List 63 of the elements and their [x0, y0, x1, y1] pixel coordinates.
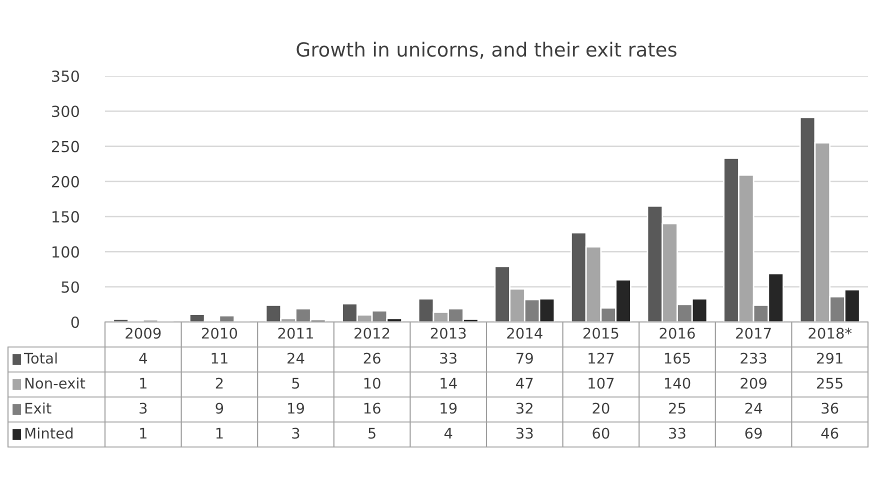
y-tick-label: 350: [52, 70, 79, 82]
data-label: 107: [588, 378, 614, 389]
x-tick-label: 2016: [660, 328, 695, 339]
data-label: 209: [740, 378, 766, 389]
legend-label: Minted: [25, 427, 73, 439]
data-label: 47: [516, 378, 533, 389]
data-label: 33: [669, 428, 686, 439]
y-tick-label: 150: [52, 211, 79, 223]
x-tick-label: 2014: [507, 328, 542, 339]
x-tick-label: 2018*: [808, 328, 852, 339]
legend-label: Total: [24, 352, 57, 364]
data-label: 3: [292, 428, 300, 439]
data-label: 16: [364, 402, 380, 414]
data-label: 20: [592, 402, 610, 414]
data-label: 14: [440, 378, 457, 389]
data-label: 9: [216, 402, 224, 414]
data-label: 24: [288, 352, 304, 364]
y-tick-label: 100: [52, 246, 79, 258]
data-label: 19: [288, 402, 304, 414]
data-label: 36: [822, 402, 838, 414]
x-tick-label: 2012: [354, 328, 390, 339]
data-label: 11: [212, 352, 228, 364]
y-tick-label: 250: [52, 140, 79, 152]
x-tick-label: 2015: [583, 328, 618, 339]
data-label: 33: [440, 352, 456, 364]
data-label: 4: [139, 352, 147, 364]
data-label: 33: [516, 428, 533, 439]
data-label: 26: [364, 352, 380, 364]
data-label: 291: [817, 352, 842, 364]
data-label: 255: [817, 378, 842, 389]
data-label: 32: [516, 402, 532, 414]
legend-label: Exit: [25, 402, 52, 414]
chart-title: Growth in unicorns, and their exit rates: [296, 42, 676, 59]
data-label: 1: [216, 428, 223, 439]
data-label: 46: [821, 428, 838, 439]
data-label: 1: [140, 378, 146, 389]
y-tick-label: 0: [71, 316, 79, 328]
x-tick-label: 2011: [278, 328, 313, 339]
data-label: 79: [516, 352, 533, 364]
legend-label: Non-exit: [25, 377, 86, 389]
data-label: 3: [140, 402, 147, 414]
data-label: 19: [440, 402, 457, 414]
data-label: 24: [745, 402, 762, 414]
y-tick-label: 50: [62, 281, 79, 293]
x-tick-label: 2009: [126, 328, 161, 339]
data-label: 5: [368, 428, 376, 439]
data-label: 69: [745, 428, 762, 439]
data-label: 127: [588, 352, 614, 364]
y-tick-label: 300: [52, 106, 79, 118]
data-label: 233: [740, 352, 766, 364]
data-label: 10: [364, 378, 380, 389]
x-tick-label: 2013: [430, 328, 466, 339]
data-label: 165: [664, 352, 690, 364]
data-label: 1: [140, 428, 146, 439]
x-tick-label: 2017: [736, 328, 771, 339]
data-label: 140: [664, 378, 690, 389]
data-label: 5: [292, 378, 300, 389]
data-label: 2: [216, 378, 223, 389]
data-label: 4: [444, 428, 452, 439]
data-label: 60: [592, 428, 610, 439]
y-tick-label: 200: [52, 176, 79, 188]
data-label: 25: [669, 402, 686, 414]
x-tick-label: 2010: [202, 328, 238, 339]
